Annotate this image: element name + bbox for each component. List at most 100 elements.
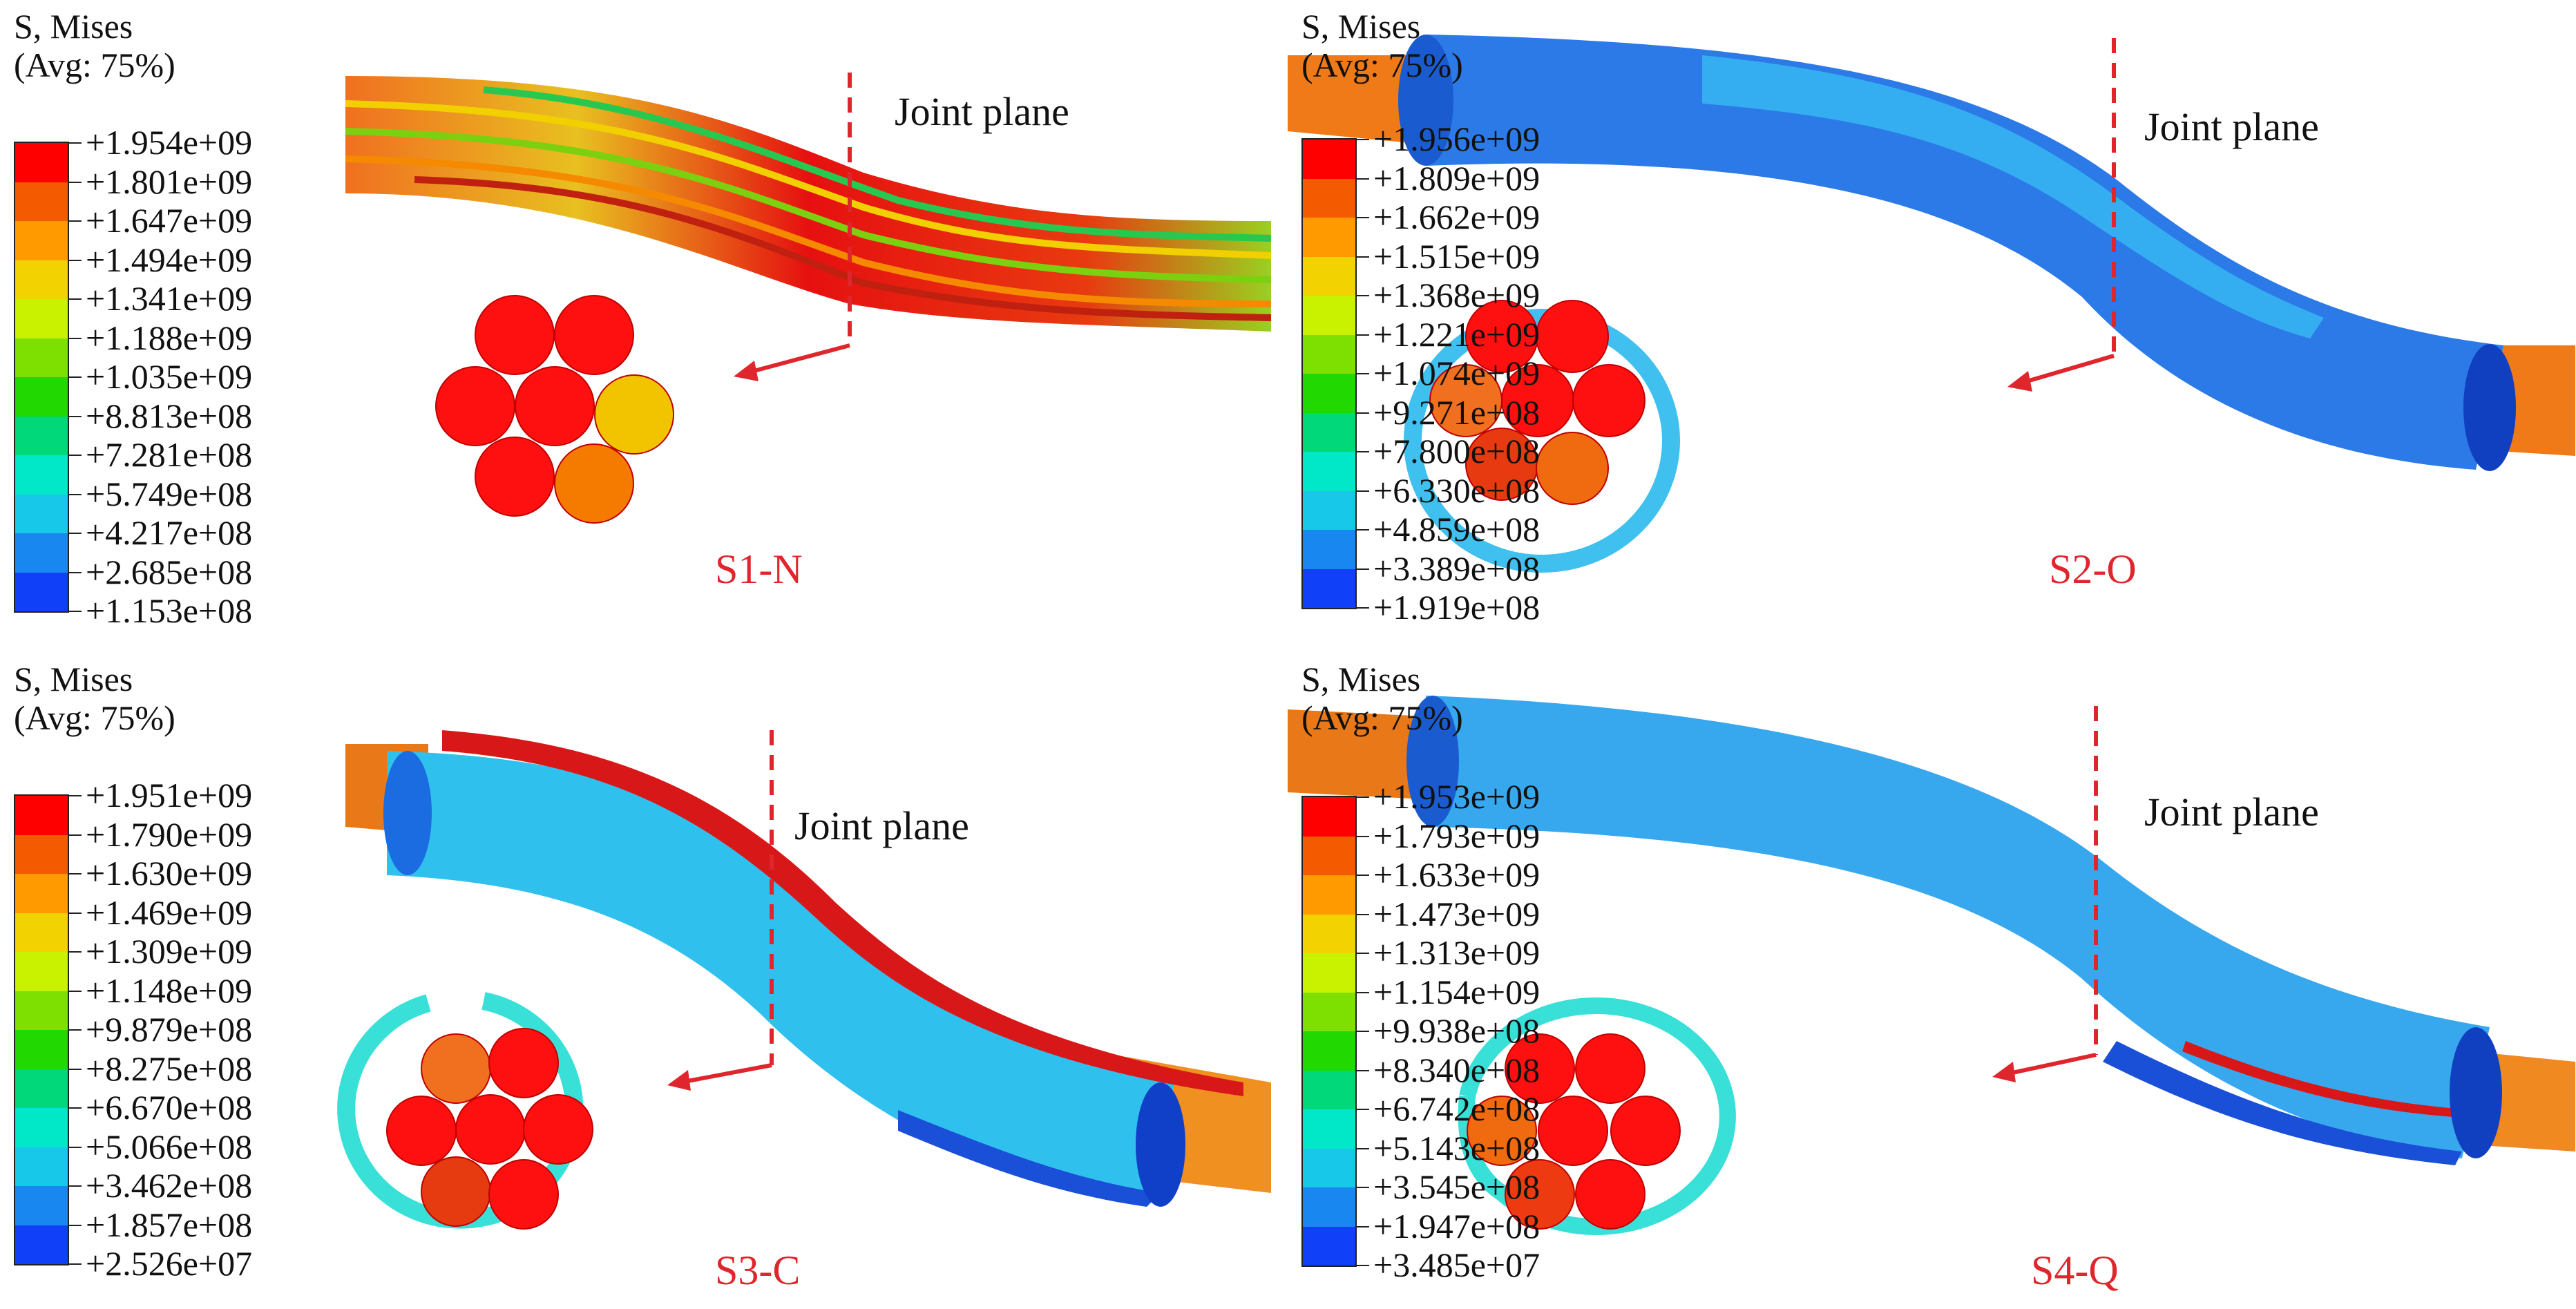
- legend-tick: [68, 1107, 82, 1109]
- joint-plane-label: Joint plane: [895, 89, 1069, 134]
- legend-swatch: [1303, 218, 1355, 257]
- fe-model-s2: [1288, 35, 2575, 573]
- legend-tick: [68, 142, 82, 144]
- legend-title: S, Mises (Avg: 75%): [1301, 7, 1463, 84]
- legend-value-label: +1.801e+09: [86, 162, 253, 201]
- sleeve-end-right: [2463, 344, 2516, 471]
- legend-tick: [1355, 991, 1369, 993]
- legend-value-label: +3.545e+08: [1373, 1167, 1540, 1206]
- legend-swatch: [1303, 1187, 1355, 1227]
- legend-swatch: [15, 533, 68, 573]
- legend-tick: [68, 571, 82, 573]
- legend-tick: [1355, 953, 1369, 954]
- legend-swatch: [15, 1030, 68, 1069]
- legend-tick: [68, 415, 82, 417]
- legend-title-line1: S, Mises: [1301, 7, 1421, 46]
- legend-value-label: +1.313e+09: [1373, 933, 1540, 972]
- arrow-head-icon: [734, 361, 759, 381]
- legend-tick: [1355, 796, 1369, 798]
- legend-swatch: [1303, 374, 1355, 413]
- sleeve: [1426, 696, 2490, 1158]
- legend-swatch: [1303, 953, 1355, 993]
- legend-swatch: [15, 455, 68, 495]
- legend-title-line2: (Avg: 75%): [14, 698, 175, 737]
- panel-s4: S, Mises (Avg: 75%) +1.953e+09 +1.793e+09…: [1288, 654, 2575, 1308]
- legend-swatch: [15, 913, 68, 952]
- case-label: S1-N: [715, 546, 803, 592]
- legend-tick: [68, 181, 82, 183]
- sleeve-end-left: [1406, 696, 1459, 827]
- legend-swatch: [15, 796, 68, 835]
- legend-value-label: +7.800e+08: [1373, 432, 1540, 470]
- legend-tick: [68, 1029, 82, 1031]
- legend-tick: [1355, 1265, 1369, 1266]
- legend-value-label: +5.749e+08: [86, 474, 253, 513]
- legend-tick: [1355, 1187, 1369, 1188]
- legend-swatch: [15, 1225, 68, 1264]
- legend-tick: [1355, 875, 1369, 876]
- legend-swatch: [1303, 178, 1355, 218]
- legend-swatch: [15, 1186, 68, 1225]
- legend-tick: [1355, 295, 1369, 296]
- legend-tick: [1355, 412, 1369, 414]
- legend-tick: [68, 1068, 82, 1070]
- cross-section-s3: [337, 992, 593, 1230]
- joint-plane-label: Joint plane: [2144, 790, 2319, 834]
- legend-tick: [1355, 1109, 1369, 1110]
- legend-swatch: [15, 299, 68, 338]
- legend-swatch: [1303, 1109, 1355, 1149]
- legend-title: S, Mises (Avg: 75%): [1301, 660, 1463, 737]
- legend-swatch: [15, 1108, 68, 1147]
- cross-section-s1: [435, 295, 674, 524]
- sleeve-red-edge: [2182, 1041, 2476, 1118]
- joint-plane-arrow-shaft: [2019, 354, 2115, 385]
- strand-ends-left: [1288, 55, 1433, 145]
- legend-value-label: +1.368e+09: [1373, 276, 1540, 314]
- panel-s1: S, Mises (Avg: 75%) +1.954e+09 +1.801e+09…: [0, 0, 1288, 654]
- legend-value-label: +1.809e+09: [1373, 158, 1540, 198]
- legend-tick: [68, 873, 82, 875]
- legend-swatch: [1303, 334, 1355, 374]
- legend-value-label: +1.074e+09: [1373, 354, 1540, 392]
- legend-value-label: +1.954e+09: [86, 123, 253, 162]
- legend-swatch: [1303, 452, 1355, 491]
- legend-value-label: +1.956e+09: [1373, 120, 1540, 158]
- legend-value-label: +1.473e+09: [1373, 894, 1540, 933]
- legend-value-label: +1.793e+09: [1373, 816, 1540, 855]
- legend-tick: [1355, 178, 1369, 180]
- legend-value-label: +7.281e+08: [86, 435, 253, 474]
- legend-value-label: +1.857e+08: [86, 1205, 253, 1244]
- legend-swatch: [1303, 1148, 1355, 1187]
- legend-title: S, Mises (Avg: 75%): [14, 660, 175, 737]
- legend-tick: [68, 1263, 82, 1265]
- legend-value-label: +1.494e+09: [86, 240, 253, 279]
- legend-value-label: +1.341e+09: [86, 279, 253, 318]
- legend-swatch: [15, 182, 68, 221]
- legend-tick: [1355, 835, 1369, 837]
- legend-swatch: [1303, 412, 1355, 452]
- joint-plane-label: Joint plane: [2144, 104, 2319, 149]
- legend-value-label: +1.633e+09: [1373, 855, 1540, 894]
- sleeve-end-right: [2450, 1027, 2502, 1158]
- cross-section-s2: [1404, 300, 1680, 573]
- legend-swatch: [1303, 1031, 1355, 1071]
- legend-tick: [68, 376, 82, 378]
- legend-title-line2: (Avg: 75%): [1301, 46, 1463, 84]
- legend-color-bar: [1301, 796, 1357, 1267]
- legend-value-label: +1.919e+08: [1373, 588, 1540, 627]
- legend-tick: [68, 337, 82, 339]
- legend-swatch: [1303, 490, 1355, 530]
- legend-swatch: [15, 416, 68, 455]
- legend-color-bar: [14, 142, 69, 613]
- joint-plane-arrow-shaft: [745, 343, 850, 375]
- legend-swatch: [1303, 140, 1355, 179]
- legend-title-line1: S, Mises: [14, 660, 133, 698]
- legend-swatch: [1303, 1226, 1355, 1265]
- legend-value-label: +1.188e+09: [86, 318, 253, 357]
- legend-value-label: +8.340e+08: [1373, 1050, 1540, 1089]
- legend-tick: [68, 1224, 82, 1226]
- sleeve-split-edge: [442, 730, 1243, 1096]
- legend-swatch: [1303, 875, 1355, 915]
- legend-value-label: +5.066e+08: [86, 1127, 253, 1166]
- panel-s3: S, Mises (Avg: 75%) +1.951e+09 +1.790e+09…: [0, 654, 1288, 1308]
